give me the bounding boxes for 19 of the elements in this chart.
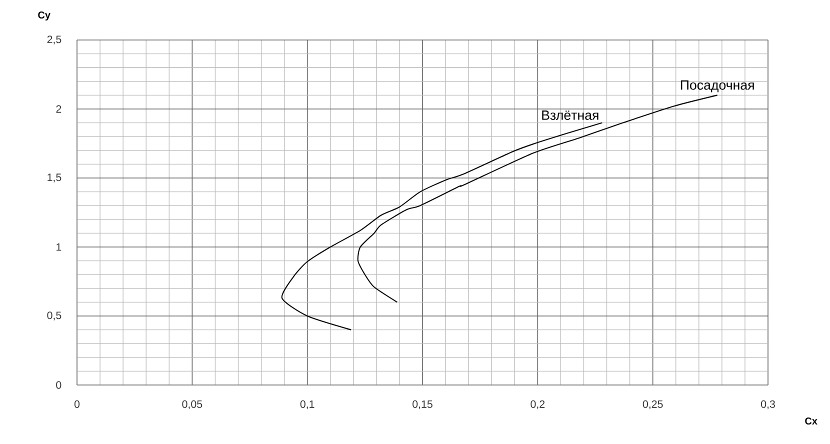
y-tick-label: 2,5 (47, 36, 62, 44)
line-series (281, 122, 603, 330)
y-tick-label: 1,5 (48, 174, 62, 182)
series-label: Взлётная (542, 110, 598, 120)
y-tick-label: 0,5 (47, 312, 62, 320)
x-tick-label: 0,1 (300, 400, 314, 410)
line-series (357, 94, 718, 303)
x-tick-label: 0,3 (761, 400, 775, 410)
y-axis-title: Cy (38, 11, 50, 21)
x-tick-label: 0,25 (642, 400, 663, 410)
x-tick-label: 0,15 (412, 400, 432, 410)
x-tick-label: 0 (74, 400, 80, 408)
x-tick-label: 0,05 (182, 400, 202, 410)
x-axis-title: Cx (805, 417, 818, 425)
y-tick-label: 2 (56, 105, 62, 113)
series-label: Посадочная (680, 80, 754, 92)
x-tick-label: 0,2 (530, 400, 545, 410)
y-tick-label: 0 (56, 381, 62, 389)
y-tick-label: 1 (56, 243, 62, 251)
